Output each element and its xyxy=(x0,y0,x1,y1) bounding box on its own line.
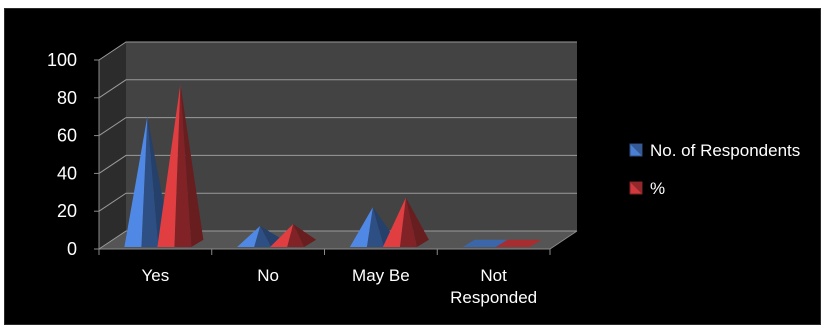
x-category-label: No xyxy=(257,266,279,285)
pyramid-face-right xyxy=(287,224,305,247)
pyramid-face-right xyxy=(399,197,417,247)
pyramid-face-back xyxy=(293,224,317,247)
pyramid-face-right xyxy=(366,207,384,247)
pyramid-face-left xyxy=(382,197,406,247)
y-tick-label: 80 xyxy=(57,88,77,108)
y-tick-label: 0 xyxy=(67,239,77,259)
pyramid-face-right xyxy=(254,225,272,247)
y-tick-label: 20 xyxy=(57,201,77,221)
pyramid-percent-0 xyxy=(157,84,204,248)
gridline xyxy=(98,230,577,250)
gridline xyxy=(98,154,577,174)
pyramid-face-left xyxy=(237,225,261,247)
pyramid-face-back xyxy=(180,84,204,248)
data-marks xyxy=(124,84,542,248)
pyramid-percent-3 xyxy=(495,239,542,247)
legend-label: % xyxy=(650,179,665,198)
x-category-label: Not Responded xyxy=(450,266,537,307)
back-wall xyxy=(126,42,577,231)
pyramid-face-back xyxy=(405,197,429,247)
y-tick-label: 60 xyxy=(57,126,77,146)
floor-edge xyxy=(549,230,578,250)
y-tick-label: 100 xyxy=(47,50,77,70)
pyramid-base xyxy=(495,239,542,247)
chart-area: 0 20 40 60 80 100 Yes No May Be Not Responded No.… xyxy=(4,8,821,325)
pyramid-face-left xyxy=(157,84,181,248)
gridline xyxy=(98,192,577,212)
pyramid-respondents-3 xyxy=(462,239,509,247)
y-tick-label: 40 xyxy=(57,163,77,183)
legend-label: No. of Respondents xyxy=(650,141,800,160)
pyramid-face-left xyxy=(124,116,148,248)
gridline xyxy=(98,41,577,61)
legend: No. of Respondents% xyxy=(629,141,800,198)
side-wall xyxy=(99,42,126,249)
x-axis-categories: Yes No May Be Not Responded xyxy=(98,249,551,307)
gridline xyxy=(98,117,577,137)
gridline xyxy=(98,79,577,99)
legend-swatch-shade xyxy=(630,144,642,156)
pyramid-face-left xyxy=(270,224,294,247)
legend-swatch-shade xyxy=(630,182,642,194)
pyramid-face-right xyxy=(141,116,159,248)
pyramid-percent-1 xyxy=(270,224,317,247)
x-category-label: Yes xyxy=(142,266,170,285)
floor xyxy=(99,231,577,249)
pyramid-face-right xyxy=(174,84,192,248)
pyramid-chart: 0 20 40 60 80 100 Yes No May Be Not Responded No.… xyxy=(47,41,800,307)
pyramid-face-left xyxy=(349,207,373,247)
gridlines xyxy=(98,41,577,250)
pyramid-percent-2 xyxy=(382,197,429,247)
y-axis-ticks: 0 20 40 60 80 100 xyxy=(47,50,99,259)
pyramid-base xyxy=(462,239,509,247)
x-category-label: May Be xyxy=(352,266,410,285)
